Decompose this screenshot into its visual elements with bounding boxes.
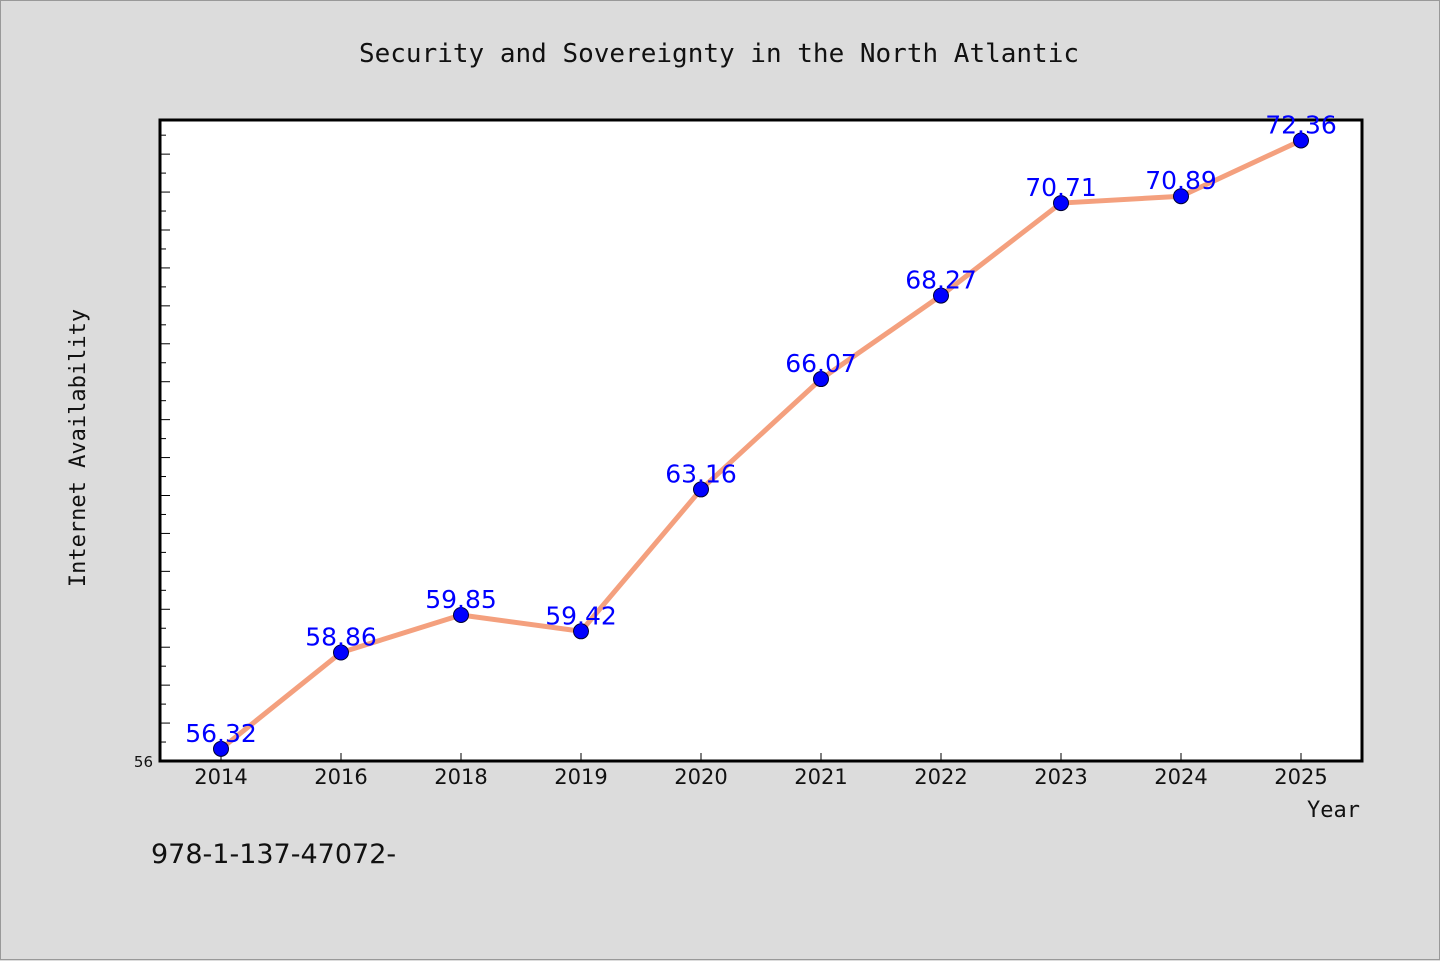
footer-text: 978-1-137-47072- — [151, 839, 396, 870]
data-label: 68.27 — [905, 266, 977, 295]
data-point — [333, 644, 349, 661]
data-label: 70.89 — [1145, 166, 1217, 195]
data-point — [573, 623, 589, 640]
data-point — [1293, 132, 1309, 149]
data-point — [813, 371, 829, 388]
data-point — [1053, 195, 1069, 212]
x-tick-label: 2019 — [554, 765, 607, 789]
x-tick-label: 2021 — [794, 765, 847, 789]
x-tick-label: 2016 — [314, 765, 367, 789]
data-label: 59.42 — [545, 601, 617, 630]
data-label: 59.85 — [425, 585, 497, 614]
data-label: 56.32 — [185, 719, 257, 748]
series-line — [219, 138, 1303, 751]
chart-title: Security and Sovereignty in the North At… — [359, 39, 1079, 69]
data-point — [933, 287, 949, 304]
x-tick-label: 2023 — [1034, 765, 1087, 789]
x-tick-label: 2025 — [1274, 765, 1327, 789]
data-point — [1173, 188, 1189, 205]
y-tick-label: 56 — [134, 753, 153, 771]
x-tick-label: 2024 — [1154, 765, 1207, 789]
y-axis-label: Internet Availability — [66, 309, 91, 587]
y-axis-ticks: 56 — [134, 134, 170, 771]
data-label: 63.16 — [665, 459, 737, 488]
x-tick-label: 2018 — [434, 765, 487, 789]
x-axis-label: Year — [1307, 798, 1360, 823]
data-label: 66.07 — [785, 349, 857, 378]
data-point — [453, 606, 469, 623]
data-points — [213, 132, 1309, 757]
data-point — [213, 740, 229, 757]
plot-area — [158, 118, 1364, 763]
data-point — [693, 481, 709, 498]
data-label: 72.36 — [1265, 110, 1337, 139]
x-tick-label: 2014 — [194, 765, 247, 789]
x-tick-label: 2022 — [914, 765, 967, 789]
data-label: 58.86 — [305, 623, 377, 652]
data-labels: 56.32 58.86 59.85 59.42 63.16 66.07 68.27 70.71… — [185, 110, 1337, 747]
x-axis-ticks: 2014 2016 2018 2019 2020 2021 2022 2023 2024 2025 — [194, 753, 1328, 789]
data-label: 70.71 — [1025, 173, 1097, 202]
x-tick-label: 2020 — [674, 765, 727, 789]
